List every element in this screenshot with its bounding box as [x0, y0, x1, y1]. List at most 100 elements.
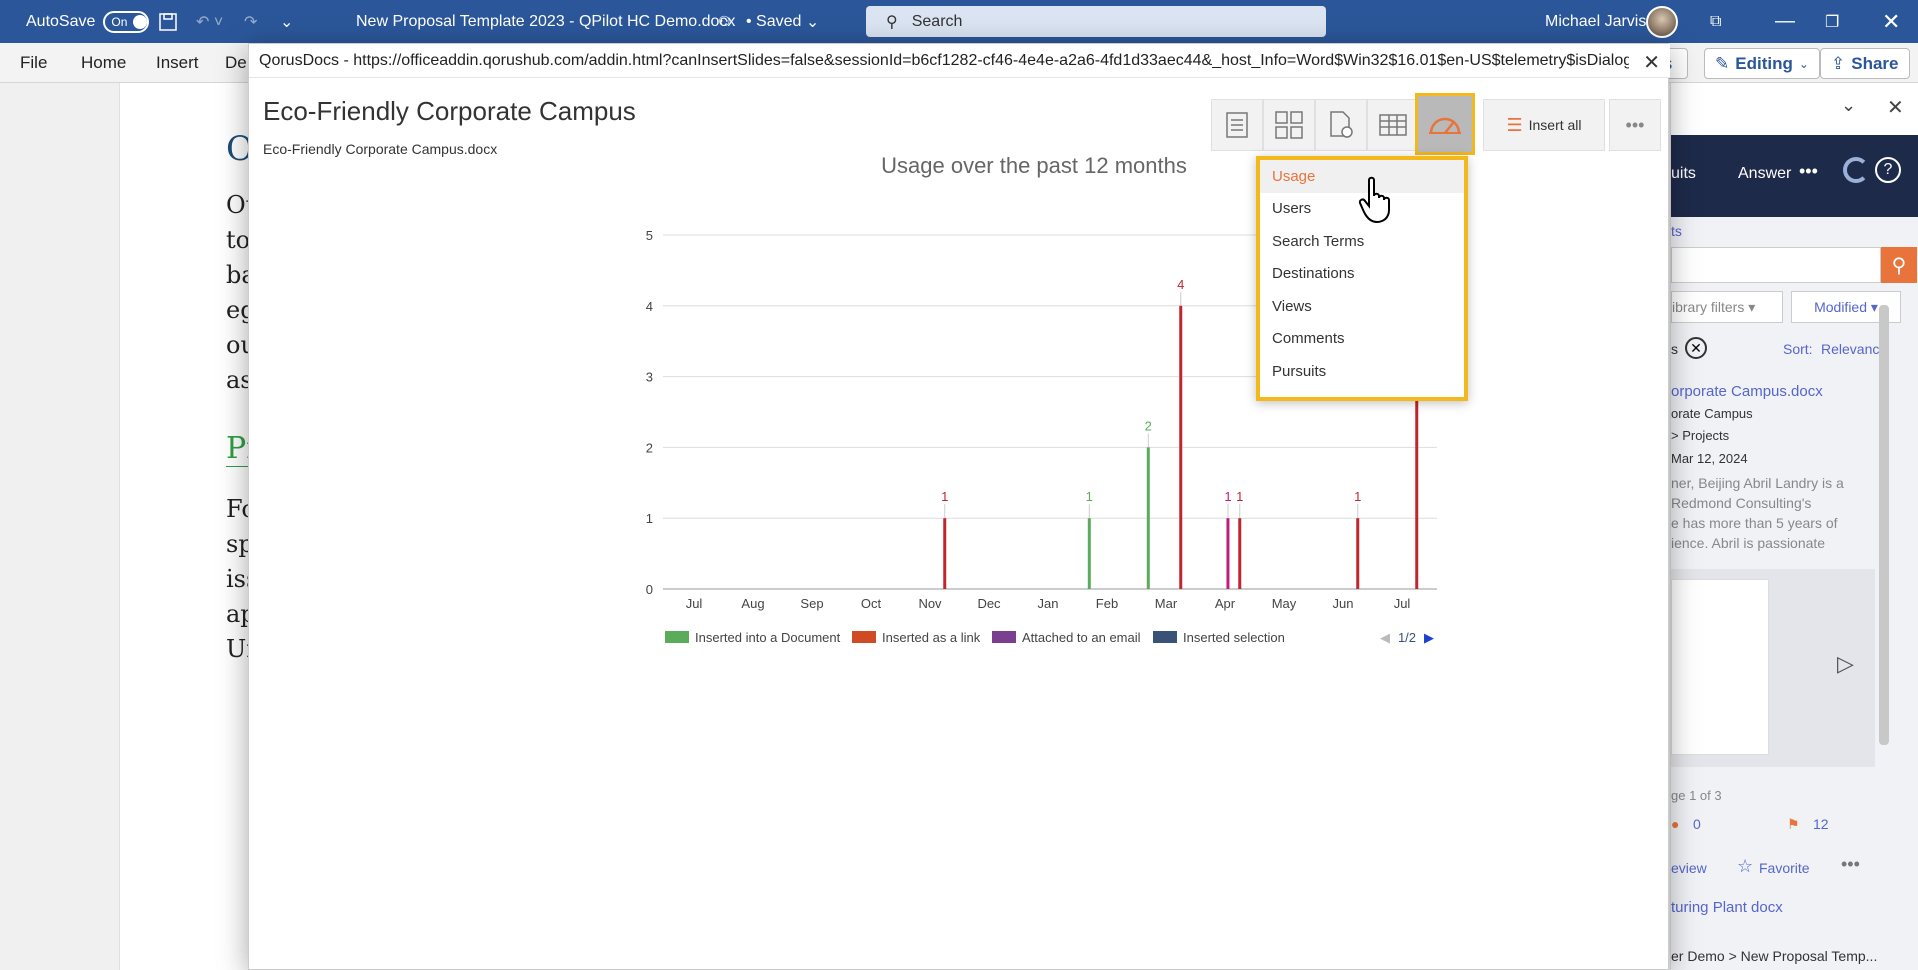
- x-tick-label: Dec: [977, 596, 1001, 611]
- menu-item-comments[interactable]: Comments: [1272, 330, 1345, 348]
- result-path: > Projects: [1671, 428, 1730, 443]
- legend-label: Inserted as a link: [882, 630, 981, 645]
- share-label: Share: [1851, 53, 1899, 73]
- nav-item-answer[interactable]: Answer: [1738, 165, 1792, 182]
- ribbon-display-icon[interactable]: ⧉: [1710, 12, 1722, 30]
- result-title[interactable]: orporate Campus.docx: [1671, 383, 1823, 400]
- sort-value[interactable]: Relevance: [1821, 341, 1888, 357]
- more-icon[interactable]: •••: [1799, 161, 1818, 181]
- menu-item-pursuits[interactable]: Pursuits: [1272, 362, 1327, 380]
- page-indicator: ge 1 of 3: [1671, 788, 1722, 803]
- insert-all-icon: ☰: [1506, 114, 1523, 135]
- undo-icon[interactable]: ↶ ˅: [196, 13, 224, 31]
- pane-link[interactable]: ts: [1671, 223, 1682, 239]
- dialog-url-text: QorusDocs - https://officeaddin.qorushub…: [259, 51, 1629, 69]
- pane-search-icon[interactable]: ⚲: [1881, 247, 1917, 283]
- avatar[interactable]: [1646, 6, 1678, 38]
- pane-collapse-icon[interactable]: ⌄: [1841, 95, 1857, 115]
- help-icon[interactable]: ?: [1875, 157, 1901, 183]
- search-box[interactable]: ⚲ Search: [866, 6, 1326, 37]
- tab-home[interactable]: Home: [81, 53, 127, 72]
- result-snippet-line: ner, Beijing Abril Landry is a: [1671, 475, 1844, 491]
- library-filters-dropdown[interactable]: ibrary filters ▾: [1671, 291, 1783, 323]
- editing-mode-button[interactable]: ✎ Editing ⌄: [1704, 48, 1820, 79]
- legend-swatch: [852, 631, 876, 643]
- pager-prev-icon: ◀: [1380, 630, 1390, 645]
- next-result-title[interactable]: turing Plant docx: [1671, 899, 1783, 916]
- pager-label: 1/2: [1398, 630, 1416, 645]
- bar-value-label: 1: [1086, 489, 1093, 504]
- share-button[interactable]: ⇪ Share: [1820, 48, 1910, 79]
- x-tick-label: Mar: [1155, 596, 1178, 611]
- x-tick-label: Oct: [861, 596, 882, 611]
- pager-next-icon: ▶: [1424, 630, 1434, 645]
- result-subtitle: orate Campus: [1671, 406, 1753, 421]
- favorite-button[interactable]: Favorite: [1759, 860, 1810, 876]
- save-status[interactable]: • Saved ⌄: [746, 12, 820, 31]
- pane-scrollbar[interactable]: [1879, 305, 1889, 745]
- quick-access-dropdown-icon[interactable]: ⌄: [280, 13, 294, 31]
- analytics-gauge-icon[interactable]: [1415, 93, 1475, 155]
- qorus-task-pane: ⌄ ✕ uits Answer ••• ? ts ⚲ ibrary filter…: [1670, 83, 1918, 970]
- y-tick-label: 4: [646, 299, 653, 314]
- bar: [1146, 447, 1150, 589]
- user-name[interactable]: Michael Jarvis: [1545, 12, 1647, 30]
- pursuits-count: 12: [1813, 816, 1829, 832]
- bar-value-label: 2: [1145, 418, 1152, 433]
- table-view-icon[interactable]: [1367, 99, 1419, 151]
- bar-value-label: 4: [1177, 277, 1184, 292]
- legend-swatch: [992, 631, 1016, 643]
- menu-item-usage[interactable]: Usage: [1260, 160, 1464, 193]
- autosave-toggle[interactable]: On: [103, 10, 150, 33]
- more-options-icon[interactable]: •••: [1609, 99, 1661, 151]
- pane-close-icon[interactable]: ✕: [1887, 97, 1904, 119]
- analytics-menu: Usage Users Search Terms Destinations Vi…: [1256, 156, 1468, 401]
- modified-label: Modified: [1814, 299, 1867, 315]
- qorus-logo-icon: [1843, 157, 1869, 183]
- star-icon[interactable]: ☆: [1737, 856, 1754, 876]
- tab-design[interactable]: De: [225, 53, 247, 72]
- insert-all-button[interactable]: ☰ Insert all: [1483, 99, 1605, 151]
- x-tick-label: Jan: [1038, 596, 1059, 611]
- result-date: Mar 12, 2024: [1671, 451, 1748, 466]
- close-window-icon[interactable]: ✕: [1882, 8, 1901, 34]
- menu-item-views[interactable]: Views: [1272, 297, 1312, 315]
- x-tick-label: Jun: [1333, 596, 1354, 611]
- restore-icon[interactable]: ❐: [1825, 13, 1840, 31]
- autosave-control[interactable]: AutoSave On: [26, 0, 150, 43]
- x-tick-label: Feb: [1096, 596, 1118, 611]
- save-icon[interactable]: [158, 0, 178, 43]
- search-icon: ⚲: [886, 13, 898, 31]
- menu-item-users[interactable]: Users: [1272, 200, 1312, 218]
- share-status-icon: ⚇: [718, 13, 731, 29]
- next-page-icon[interactable]: ▷: [1837, 651, 1854, 676]
- pencil-icon: ✎: [1715, 53, 1730, 73]
- pursuits-icon[interactable]: ⚑: [1787, 816, 1800, 832]
- preview-button[interactable]: eview: [1671, 860, 1707, 876]
- dialog-url-bar: QorusDocs - https://officeaddin.qorushub…: [249, 44, 1670, 78]
- minimize-icon[interactable]: —: [1775, 10, 1795, 32]
- pane-body: ts ⚲ ibrary filters ▾ Modified ▾ s ✕ Sor…: [1671, 217, 1918, 970]
- tab-insert[interactable]: Insert: [156, 53, 199, 72]
- x-tick-label: Sep: [800, 596, 823, 611]
- dialog-close-icon[interactable]: ✕: [1643, 52, 1660, 74]
- clear-filter-icon[interactable]: ✕: [1685, 337, 1707, 359]
- redo-icon[interactable]: ↷: [244, 13, 258, 31]
- result-more-icon[interactable]: •••: [1841, 854, 1860, 874]
- doc-text-line: to: [226, 226, 251, 254]
- result-thumbnail[interactable]: [1671, 579, 1769, 755]
- page-view-icon[interactable]: [1315, 99, 1367, 151]
- y-tick-label: 0: [646, 582, 653, 597]
- document-view-icon[interactable]: [1211, 99, 1263, 151]
- tab-file[interactable]: File: [20, 53, 48, 72]
- menu-item-search-terms[interactable]: Search Terms: [1272, 232, 1365, 250]
- legend-label: Inserted into a Document: [695, 630, 841, 645]
- nav-item-pursuits[interactable]: uits: [1671, 165, 1696, 182]
- x-tick-label: Jul: [686, 596, 703, 611]
- pane-search-input[interactable]: [1671, 247, 1881, 283]
- menu-item-destinations[interactable]: Destinations: [1272, 265, 1355, 283]
- comments-icon[interactable]: ●: [1671, 816, 1680, 832]
- x-tick-label: Nov: [918, 596, 942, 611]
- y-tick-label: 1: [646, 511, 653, 526]
- grid-view-icon[interactable]: [1263, 99, 1315, 151]
